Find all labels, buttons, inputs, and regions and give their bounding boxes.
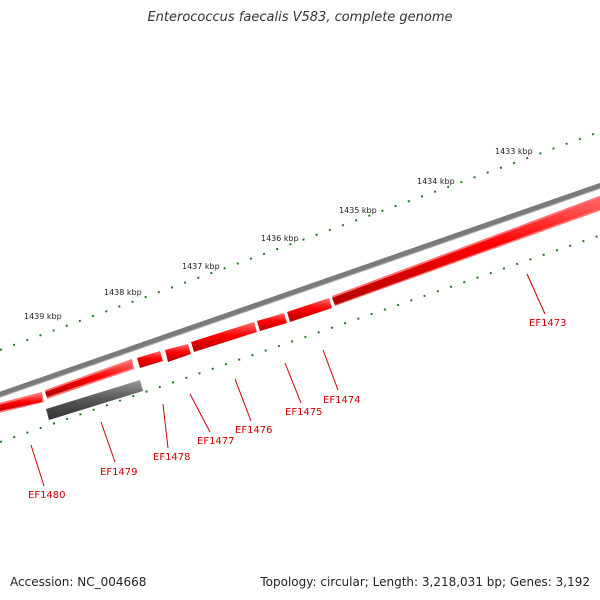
map-title: Enterococcus faecalis V583, complete gen… <box>147 10 453 25</box>
gene-label-EF1475[interactable]: EF1475 <box>285 407 323 418</box>
genome-summary-text: Topology: circular; Length: 3,218,031 bp… <box>260 575 590 589</box>
gene-label-EF1473[interactable]: EF1473 <box>529 318 567 329</box>
gene-arrow-EF1474[interactable] <box>257 298 332 331</box>
kbp-label: 1433 kbp <box>495 147 533 156</box>
gene-label-EF1476[interactable]: EF1476 <box>235 425 273 436</box>
gene-arrow-EF1480[interactable] <box>0 392 44 414</box>
gene-label-EF1478[interactable]: EF1478 <box>153 452 191 463</box>
leader-lines <box>30 273 546 487</box>
gene-arrow-EF1477[interactable] <box>137 351 163 368</box>
genome-backbone <box>0 182 600 398</box>
kbp-label: 1434 kbp <box>417 177 455 186</box>
gene-label-EF1474[interactable]: EF1474 <box>323 395 361 406</box>
gene-arrow-EF1476[interactable] <box>165 344 191 362</box>
kbp-label: 1439 kbp <box>24 312 62 321</box>
kbp-label: 1438 kbp <box>104 288 142 297</box>
accession-text: Accession: NC_004668 <box>10 575 147 589</box>
gene-label-EF1477[interactable]: EF1477 <box>197 436 235 447</box>
gene-arrow-EF1478[interactable] <box>45 359 134 399</box>
inner-tick-line <box>0 234 600 443</box>
gene-label-EF1479[interactable]: EF1479 <box>100 467 138 478</box>
gene-label-EF1480[interactable]: EF1480 <box>28 490 66 501</box>
gene-arrow-EF1473[interactable] <box>332 192 600 306</box>
gene-arrow-EF1479[interactable] <box>46 380 143 420</box>
kbp-label: 1437 kbp <box>182 262 220 271</box>
gene-arrow-EF1475[interactable] <box>191 322 257 352</box>
kbp-label: 1435 kbp <box>339 206 377 215</box>
kbp-label: 1436 kbp <box>261 234 299 243</box>
